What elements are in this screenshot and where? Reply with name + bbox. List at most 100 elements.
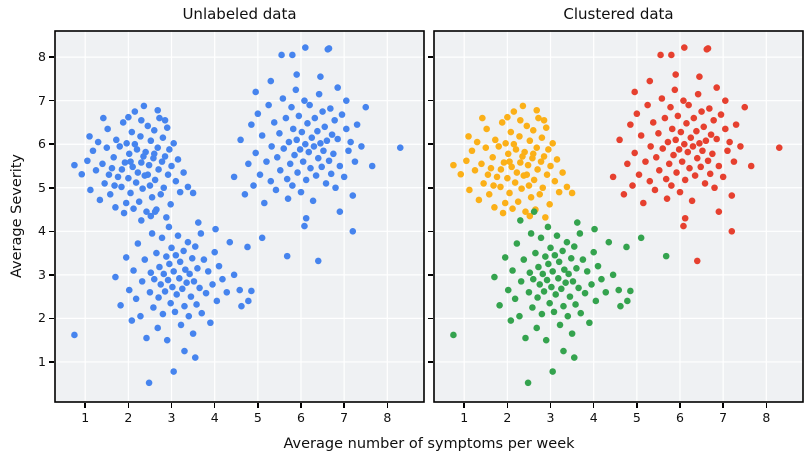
data-point [568,330,576,337]
x-axis-label: Average number of symptoms per week [283,436,575,452]
data-point [150,126,158,134]
data-point [496,302,503,309]
data-point [272,186,280,194]
data-point [230,271,238,279]
data-point [181,347,188,355]
data-point [570,354,578,361]
x-tick-label: 8 [762,410,771,425]
data-point [129,163,136,171]
y-tick-mark [49,230,54,233]
data-point [568,189,576,197]
data-point [728,228,736,235]
data-point [168,162,175,170]
data-point [148,230,156,237]
data-point [719,173,727,181]
data-point [536,281,544,288]
data-point [194,265,201,272]
data-point [237,136,244,144]
data-point [704,45,712,52]
data-point [340,173,348,181]
y-tick-mark [428,230,433,233]
data-point [101,180,108,187]
data-point [161,116,169,124]
x-tick-label: 1 [460,410,469,425]
data-point [146,288,154,296]
x-tick-mark [343,402,345,408]
data-point [553,232,561,239]
data-point [122,199,130,207]
plot-border [433,30,804,403]
data-point [143,334,150,342]
data-point [482,144,490,151]
data-point [551,251,559,259]
data-point [289,125,297,133]
data-point [236,286,244,294]
data-point [710,116,717,124]
data-point [699,147,706,155]
data-point [325,45,333,52]
data-point [663,195,671,202]
data-point [196,284,203,292]
data-point [319,108,326,115]
data-point [609,271,617,279]
data-point [111,182,118,189]
data-point [588,281,595,288]
data-point [284,195,292,202]
data-point [351,158,359,165]
x-tick-mark [257,402,259,408]
data-point [184,238,192,246]
data-point [550,308,558,316]
data-point [576,230,584,237]
data-point [188,255,196,262]
data-point [305,148,313,156]
data-point [511,179,519,186]
data-point [314,127,321,135]
x-tick-mark [636,402,638,408]
y-tick-mark [428,274,433,276]
data-point [334,135,341,143]
data-point [685,101,692,109]
data-point [543,171,551,178]
data-point [185,312,193,320]
data-point [658,95,666,102]
scatter-plot-unlabeled [54,30,425,403]
data-point [581,289,589,297]
y-tick-mark [428,56,433,58]
data-point [183,279,190,286]
data-point [668,125,676,133]
data-point [311,114,319,122]
data-point [560,302,567,310]
data-point [560,347,567,355]
data-point [302,140,309,148]
data-point [497,166,505,173]
data-point [219,275,226,283]
data-point [343,125,350,133]
data-point [200,256,208,263]
data-point [302,44,309,51]
data-point [709,150,716,158]
data-point [566,293,574,300]
data-point [163,124,171,131]
data-point [661,114,669,122]
data-point [532,249,539,257]
data-point [106,190,114,198]
data-point [252,149,259,157]
data-point [633,110,641,118]
data-point [591,225,598,233]
data-point [138,116,145,124]
data-point [100,114,107,122]
data-point [349,192,357,199]
data-point [112,136,120,144]
data-point [140,153,147,160]
data-point [640,199,647,207]
data-point [148,194,156,201]
data-point [276,130,283,137]
data-point [283,252,291,260]
data-point [673,169,680,176]
y-tick-mark [49,361,54,363]
data-point [693,154,701,162]
data-point [554,275,562,282]
data-point [179,285,186,293]
data-point [150,304,157,311]
